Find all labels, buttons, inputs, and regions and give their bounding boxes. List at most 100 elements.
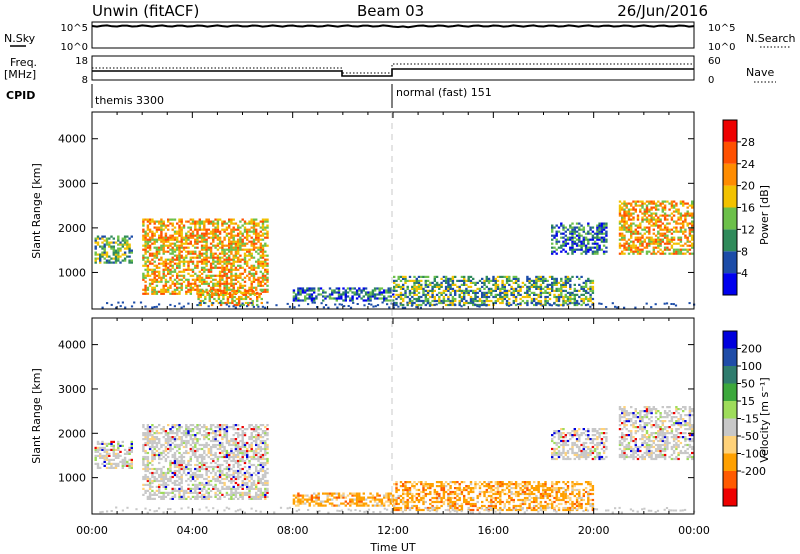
power-cell (623, 238, 626, 241)
velocity-cell (205, 481, 208, 485)
velocity-cell (218, 481, 222, 485)
power-cell (551, 287, 554, 290)
power-cell (573, 301, 576, 305)
power-cell (148, 236, 152, 239)
velocity-cell (198, 495, 201, 498)
power-cell (173, 236, 177, 239)
power-cell (178, 264, 181, 267)
velocity-cell (257, 463, 260, 467)
power-cell (408, 299, 412, 303)
power-cell (117, 239, 120, 242)
velocity-cell (146, 455, 150, 459)
power-cell (207, 218, 210, 221)
power-cell (297, 289, 300, 292)
power-cell (369, 299, 372, 302)
power-cell (465, 289, 468, 292)
velocity-cell (212, 424, 215, 427)
power-cell (424, 289, 427, 292)
velocity-cell (230, 449, 233, 453)
power-cell (322, 291, 325, 294)
power-cell (191, 278, 195, 281)
power-cell (413, 289, 416, 292)
power-cell (218, 282, 222, 285)
power-cell (623, 236, 626, 239)
power-cell (555, 295, 558, 299)
power-cell (623, 214, 626, 217)
velocity-cell (237, 453, 240, 457)
velocity-cell (171, 453, 174, 457)
velocity-cell (180, 438, 183, 441)
power-cell (478, 305, 481, 308)
power-cell (652, 248, 655, 251)
power-cell (542, 287, 545, 290)
velocity-cell (250, 436, 253, 439)
power-cell (373, 297, 377, 300)
power-cell (246, 242, 249, 245)
power-cell (94, 251, 97, 254)
power-cell (657, 200, 660, 203)
velocity-cell (313, 496, 316, 499)
power-cell (105, 259, 109, 262)
velocity-cell (164, 487, 168, 490)
power-cell (164, 290, 168, 293)
velocity-cell (182, 451, 186, 455)
power-cell (571, 293, 574, 296)
power-cell (465, 301, 468, 305)
velocity-cell (239, 469, 242, 473)
velocity-cell (250, 497, 253, 500)
velocity-cell (155, 477, 159, 481)
velocity-cell (130, 446, 133, 449)
velocity-cell (248, 491, 251, 494)
power-cell (582, 240, 585, 243)
velocity-cell (248, 473, 251, 477)
velocity-cell (162, 430, 165, 433)
power-cell (463, 277, 466, 280)
power-cell (297, 291, 300, 294)
power-cell (261, 274, 265, 277)
power-cell (512, 275, 515, 278)
velocity-cell (94, 462, 97, 465)
velocity-cell (162, 428, 165, 431)
power-cell (555, 252, 558, 255)
power-cell (428, 304, 432, 307)
power-cell (218, 272, 222, 275)
velocity-cell (194, 445, 197, 449)
velocity-cell (266, 457, 269, 461)
velocity-cell (167, 451, 170, 455)
power-cell (212, 288, 215, 291)
power-cell (654, 220, 658, 223)
power-cell (203, 302, 206, 304)
power-cell (221, 270, 224, 273)
power-cell (623, 244, 626, 247)
power-cell (240, 303, 243, 307)
power-cell (582, 301, 585, 305)
velocity-cell (234, 449, 238, 453)
power-cell (381, 301, 384, 304)
power-cell (216, 220, 220, 223)
power-cell (641, 244, 644, 247)
power-cell (587, 279, 590, 282)
velocity-cell (196, 485, 199, 488)
velocity-cell (257, 479, 260, 483)
velocity-cell (230, 459, 233, 463)
power-cell (505, 302, 508, 305)
velocity-cell (355, 498, 359, 501)
velocity-cell (241, 432, 244, 435)
power-cell (580, 299, 583, 303)
power-cell (460, 291, 464, 294)
power-cell (688, 252, 692, 255)
power-cell (578, 289, 581, 292)
power-cell (225, 286, 229, 289)
velocity-cell (119, 460, 122, 463)
power-cell (187, 260, 190, 263)
power-cell (255, 266, 258, 269)
freq-panel-frame (91, 55, 695, 81)
power-cell (203, 258, 206, 261)
velocity-cell (349, 502, 352, 505)
power-cell (548, 283, 552, 286)
power-cell (571, 252, 574, 255)
nave-tick-top: 60 (708, 56, 721, 67)
velocity-cell (178, 436, 181, 439)
power-cell (560, 244, 563, 247)
power-cell (207, 246, 210, 249)
